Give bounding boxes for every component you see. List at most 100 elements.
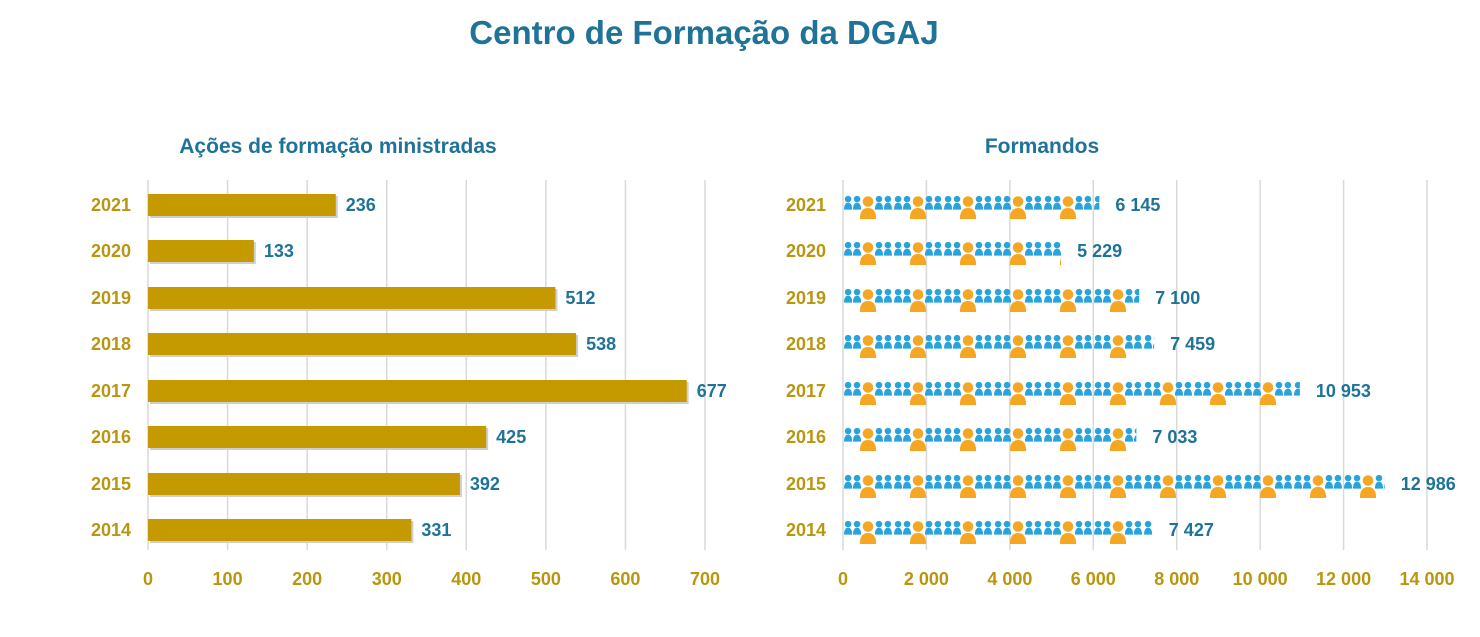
people-group-icon xyxy=(944,520,992,544)
people-group-icon xyxy=(1144,474,1192,498)
people-group-icon xyxy=(1094,520,1142,544)
chart-2-category-label: 2018 xyxy=(786,334,826,354)
people-group-icon xyxy=(894,288,942,312)
chart-2-category-label: 2016 xyxy=(786,427,826,447)
people-group-icon xyxy=(944,288,992,312)
chart-2-category-label: 2017 xyxy=(786,381,826,401)
chart-1-category-label: 2017 xyxy=(91,381,131,401)
chart-1-category-label: 2020 xyxy=(91,241,131,261)
people-group-icon xyxy=(994,381,1042,405)
chart-2-title: Formandos xyxy=(985,135,1099,158)
chart-1-bar xyxy=(148,333,577,355)
chart-1-data-label: 133 xyxy=(264,241,294,261)
chart-1-x-tick-label: 400 xyxy=(451,569,481,589)
chart-1-data-label: 331 xyxy=(421,520,451,540)
chart-2-data-label: 7 459 xyxy=(1170,334,1215,354)
chart-2-pictogram-bar xyxy=(844,427,1137,451)
chart-1-category-label: 2016 xyxy=(91,427,131,447)
chart-1-data-label: 512 xyxy=(565,288,595,308)
people-group-icon xyxy=(894,474,942,498)
chart-1-category-label: 2019 xyxy=(91,288,131,308)
people-group-icon xyxy=(994,474,1042,498)
chart-right-trainees: Formandos 0 2 000 4 000 6 000 8 000 10 000 12 0… xyxy=(786,135,1456,589)
chart-2-pictogram-bar xyxy=(844,288,1140,312)
people-group-icon xyxy=(1044,520,1092,544)
people-group-icon xyxy=(844,427,892,451)
chart-2-x-tick-label: 6 000 xyxy=(1071,569,1116,589)
people-group-icon xyxy=(844,520,892,544)
people-group-icon xyxy=(1094,427,1137,451)
people-group-icon xyxy=(1294,474,1342,498)
chart-1-x-tick-label: 200 xyxy=(292,569,322,589)
chart-2-category-label: 2014 xyxy=(786,520,826,540)
people-group-icon xyxy=(944,427,992,451)
chart-2-x-tick-label: 2 000 xyxy=(904,569,949,589)
chart-1-data-label: 236 xyxy=(346,195,376,215)
chart-1-data-label: 677 xyxy=(697,381,727,401)
people-group-icon xyxy=(1044,195,1092,219)
chart-2-data-label: 10 953 xyxy=(1316,381,1371,401)
chart-1-x-tick-label: 500 xyxy=(531,569,561,589)
chart-2-data-label: 7 100 xyxy=(1155,288,1200,308)
chart-1-data-label: 538 xyxy=(586,334,616,354)
chart-1-x-tick-label: 300 xyxy=(372,569,402,589)
chart-1-bar xyxy=(148,380,687,402)
chart-1-x-tick-label: 100 xyxy=(213,569,243,589)
people-group-icon xyxy=(894,381,942,405)
chart-2-category-label: 2015 xyxy=(786,474,826,494)
people-group-icon xyxy=(1244,474,1292,498)
chart-left-actions: Ações de formação ministradas 0 100 200 300 4… xyxy=(91,135,727,589)
people-group-icon xyxy=(1094,381,1142,405)
chart-1-category-label: 2014 xyxy=(91,520,131,540)
people-group-icon xyxy=(894,334,942,358)
people-group-icon xyxy=(1244,381,1292,405)
chart-2-data-label: 6 145 xyxy=(1115,195,1160,215)
chart-1-data-label: 392 xyxy=(470,474,500,494)
people-group-icon xyxy=(994,288,1042,312)
chart-1-data-label: 425 xyxy=(496,427,526,447)
people-group-icon xyxy=(1094,474,1142,498)
chart-2-data-label: 5 229 xyxy=(1077,241,1122,261)
people-group-icon xyxy=(994,195,1042,219)
people-group-icon xyxy=(894,427,942,451)
people-group-icon xyxy=(894,520,942,544)
chart-1-bar xyxy=(148,240,254,262)
people-group-icon xyxy=(994,520,1042,544)
chart-1-category-label: 2018 xyxy=(91,334,131,354)
chart-1-category-label: 2015 xyxy=(91,474,131,494)
people-group-icon xyxy=(844,195,892,219)
people-group-icon xyxy=(1094,288,1140,312)
chart-2-pictogram-bar xyxy=(844,520,1153,544)
chart-1-bar xyxy=(148,519,412,541)
chart-1-x-tick-label: 600 xyxy=(610,569,640,589)
people-group-icon xyxy=(1044,427,1092,451)
people-group-icon xyxy=(944,195,992,219)
chart-2-data-label: 7 033 xyxy=(1152,427,1197,447)
people-group-icon xyxy=(944,381,992,405)
people-group-icon xyxy=(1044,381,1092,405)
main-title: Centro de Formação da DGAJ xyxy=(469,14,939,51)
people-group-icon xyxy=(1144,381,1192,405)
people-group-icon xyxy=(944,474,992,498)
people-group-icon xyxy=(994,427,1042,451)
people-group-icon xyxy=(1044,334,1092,358)
people-group-icon xyxy=(894,195,942,219)
chart-2-x-tick-label: 10 000 xyxy=(1233,569,1288,589)
chart-2-data-label: 12 986 xyxy=(1401,474,1456,494)
people-group-icon xyxy=(944,241,992,265)
chart-1-bar xyxy=(148,473,460,495)
chart-2-x-tick-label: 4 000 xyxy=(987,569,1032,589)
chart-1-title: Ações de formação ministradas xyxy=(179,135,496,158)
people-group-icon xyxy=(1044,288,1092,312)
chart-2-category-label: 2020 xyxy=(786,241,826,261)
people-group-icon xyxy=(1094,334,1142,358)
people-group-icon xyxy=(844,334,892,358)
people-group-icon xyxy=(994,241,1042,265)
chart-1-category-label: 2021 xyxy=(91,195,131,215)
chart-1-x-tick-label: 0 xyxy=(143,569,153,589)
chart-2-x-tick-label: 14 000 xyxy=(1399,569,1454,589)
chart-2-category-label: 2021 xyxy=(786,195,826,215)
people-group-icon xyxy=(1194,474,1242,498)
chart-1-bar xyxy=(148,287,556,309)
